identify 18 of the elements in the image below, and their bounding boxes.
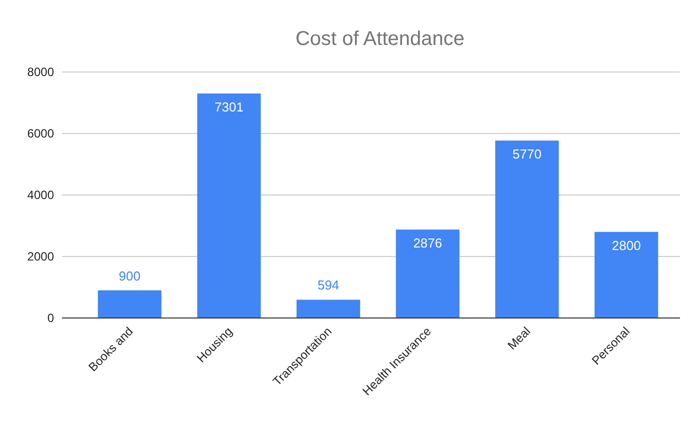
bar (396, 230, 460, 318)
data-label: 2876 (413, 236, 442, 251)
bar (495, 140, 559, 318)
data-label: 5770 (512, 146, 542, 162)
bar (197, 93, 261, 318)
data-label: 7301 (214, 99, 244, 114)
data-label: 900 (118, 268, 141, 284)
y-tick-label: 6000 (27, 126, 54, 140)
data-label: 2800 (612, 238, 641, 253)
bar (594, 232, 658, 318)
bar (98, 290, 162, 318)
bar (296, 300, 360, 318)
y-tick-label: 2000 (27, 250, 54, 264)
data-label: 594 (317, 278, 340, 293)
chart-title: Cost of Attendance (295, 28, 465, 50)
y-tick-label: 8000 (27, 65, 54, 79)
y-tick-label: 4000 (27, 188, 54, 202)
y-tick-label: 0 (47, 311, 54, 325)
